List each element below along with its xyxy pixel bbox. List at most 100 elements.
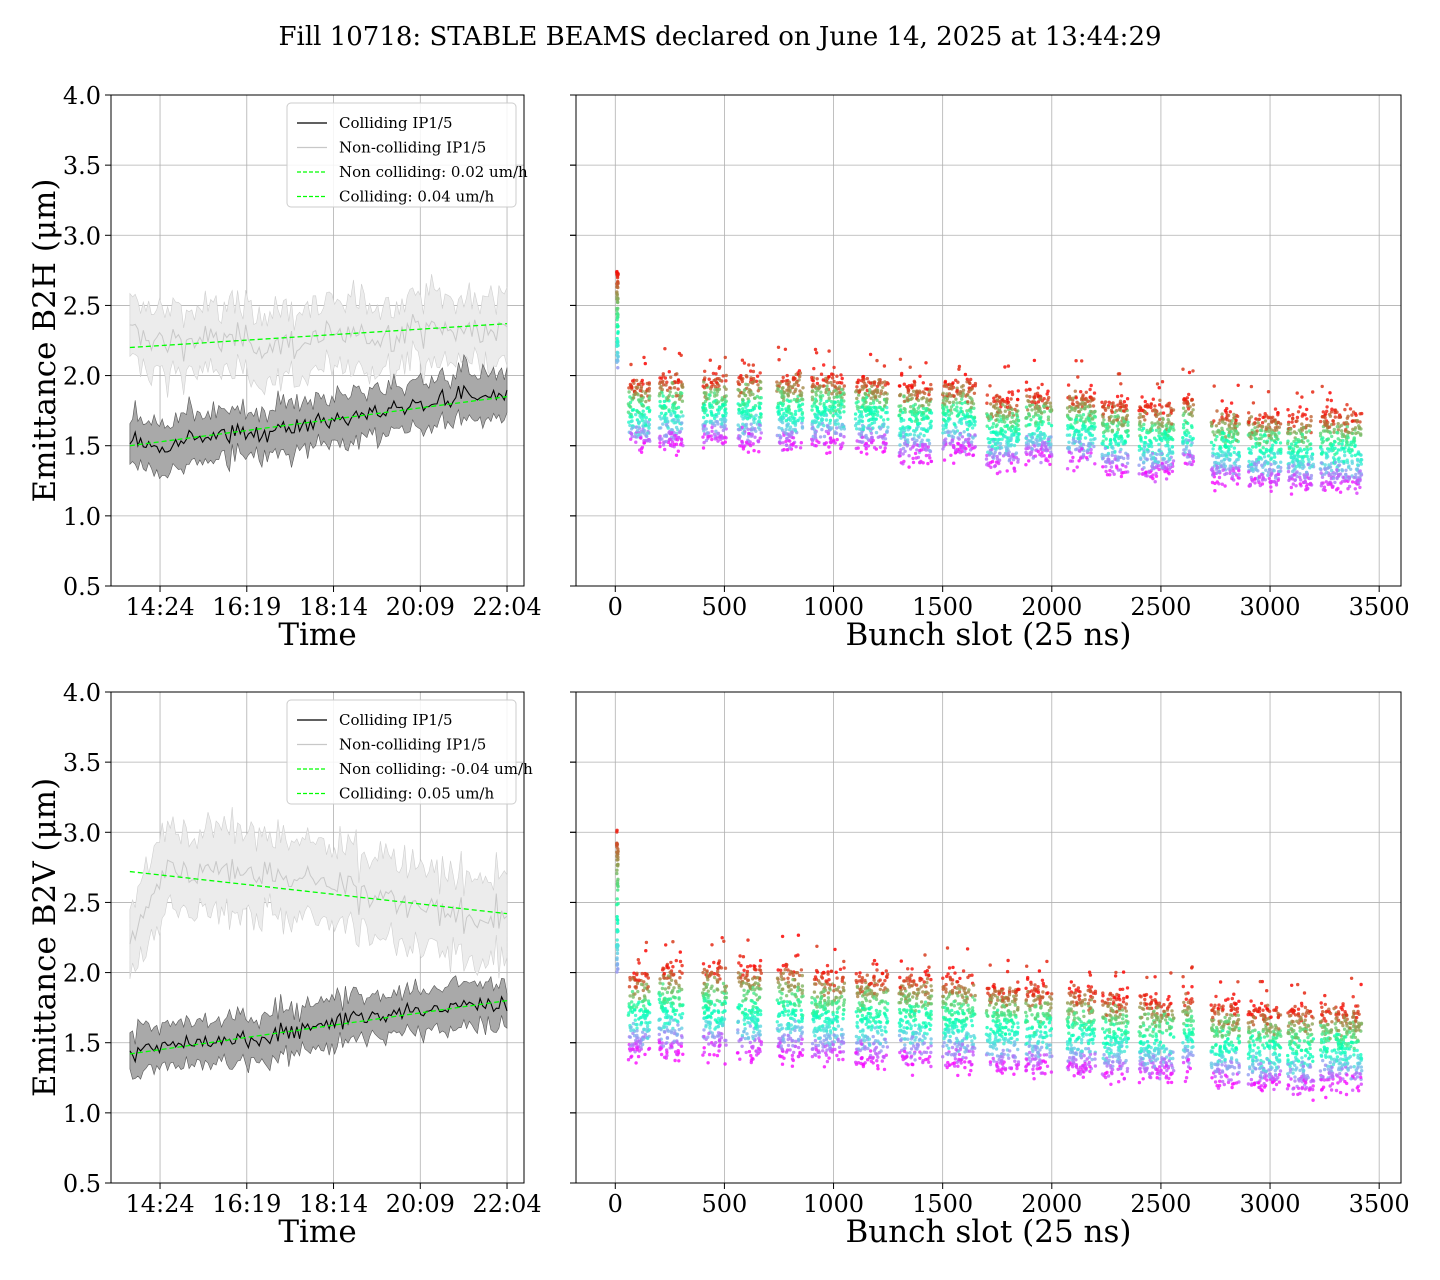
bunch-point	[1153, 459, 1157, 463]
bunch-point	[1264, 468, 1268, 472]
bunch-point	[1137, 427, 1142, 431]
bunch-point	[810, 385, 814, 389]
bunch-point	[1030, 400, 1034, 404]
bunch-point	[702, 408, 706, 412]
pilot-bunch-point	[616, 855, 620, 859]
bunch-point	[744, 405, 748, 409]
bunch-point	[1042, 410, 1047, 414]
bunch-point	[757, 426, 761, 430]
bunch-point	[1035, 428, 1039, 433]
bunch-point	[1292, 424, 1296, 428]
bunch-point	[736, 423, 740, 427]
bunch-point	[787, 408, 791, 412]
bunch-point	[645, 1027, 650, 1031]
bunch-point	[927, 453, 931, 457]
bunch-point	[1352, 437, 1356, 441]
bunch-point	[899, 373, 904, 377]
bunch-point	[664, 434, 669, 439]
bunch-point	[712, 378, 716, 383]
bunch-point	[750, 426, 754, 430]
bunch-point	[1292, 473, 1296, 477]
bunch-point	[1277, 469, 1282, 474]
bunch-point	[835, 395, 839, 399]
legend-label: Non colliding: 0.02 um/h	[339, 163, 528, 181]
bunch-point	[1256, 479, 1261, 483]
bunch-point	[633, 1018, 637, 1022]
bunch-point	[1335, 430, 1339, 435]
bunch-point	[1343, 407, 1347, 412]
bunch-point	[920, 442, 925, 447]
bunch-point	[1217, 461, 1221, 465]
pilot-bunch-point	[615, 292, 619, 297]
bunch-point	[669, 1015, 674, 1019]
bunch-point	[995, 441, 1000, 446]
bunch-point	[1162, 430, 1167, 434]
bunch-point	[1145, 457, 1149, 461]
outlier-bunch-point	[898, 357, 903, 361]
bunch-point	[958, 390, 963, 394]
bunch-point	[860, 435, 864, 440]
bunch-point	[1068, 417, 1072, 421]
bunch-point	[876, 413, 880, 417]
bunch-point	[740, 444, 744, 448]
bunch-point	[1032, 432, 1037, 436]
bunch-point	[646, 1036, 650, 1041]
bunch-point	[857, 439, 861, 444]
bunch-point	[1266, 470, 1271, 475]
bunch-point	[1269, 416, 1274, 420]
bunch-point	[943, 396, 947, 400]
bunch-point	[1344, 468, 1348, 472]
bunch-point	[1234, 413, 1239, 418]
bunch-point	[1320, 447, 1324, 452]
bunch-point	[956, 380, 960, 384]
bunch-point	[677, 1027, 681, 1032]
bunch-point	[673, 420, 678, 425]
colliding-series-line	[129, 384, 508, 454]
bunch-point	[641, 382, 645, 386]
bunch-point	[702, 380, 706, 384]
bunch-point	[1332, 427, 1337, 432]
bunch-point	[663, 1030, 667, 1034]
bunch-point	[784, 419, 788, 423]
bunch-point	[882, 392, 886, 396]
x-tick-label: 22:04	[472, 1190, 541, 1218]
bunch-point	[992, 399, 996, 404]
bunch-point	[1212, 472, 1216, 476]
bunch-point	[1301, 466, 1305, 470]
bunch-point	[1355, 420, 1359, 424]
bunch-point	[1157, 434, 1161, 438]
y-tick-label: 1.5	[63, 1030, 101, 1058]
bunch-point	[793, 412, 798, 416]
bunch-points	[615, 828, 1364, 1102]
outlier-bunch-point	[1220, 399, 1224, 403]
axes-frame	[110, 691, 525, 1184]
bunch-point	[1070, 402, 1075, 406]
bunch-point	[662, 1024, 666, 1028]
bunch-point	[1071, 455, 1075, 460]
non-colliding-series-line	[129, 858, 508, 945]
bunch-point	[675, 1033, 679, 1038]
bunch-point	[1103, 400, 1108, 404]
bunch-point	[814, 393, 818, 397]
bunch-point	[972, 406, 976, 410]
bunch-point	[1122, 419, 1126, 423]
bunch-point	[885, 430, 889, 434]
bunch-point	[1110, 453, 1114, 457]
bunch-point	[950, 434, 954, 438]
bunch-point	[1295, 415, 1300, 420]
bunch-point	[1108, 442, 1112, 446]
bunch-point	[915, 438, 919, 443]
bunch-point	[946, 430, 950, 435]
bunch-point	[799, 407, 803, 412]
pilot-bunch-point	[615, 871, 619, 876]
bunch-point	[736, 436, 740, 440]
bunch-point	[1332, 408, 1337, 412]
bunch-point	[1229, 401, 1234, 405]
bunch-point	[1247, 470, 1251, 474]
pilot-bunch-point	[616, 340, 620, 345]
x-tick-label: 1000	[803, 593, 864, 621]
bunch-point	[1358, 469, 1362, 473]
bunch-point	[1009, 461, 1014, 465]
bunch-point	[817, 410, 821, 414]
bunch-point	[929, 387, 934, 391]
